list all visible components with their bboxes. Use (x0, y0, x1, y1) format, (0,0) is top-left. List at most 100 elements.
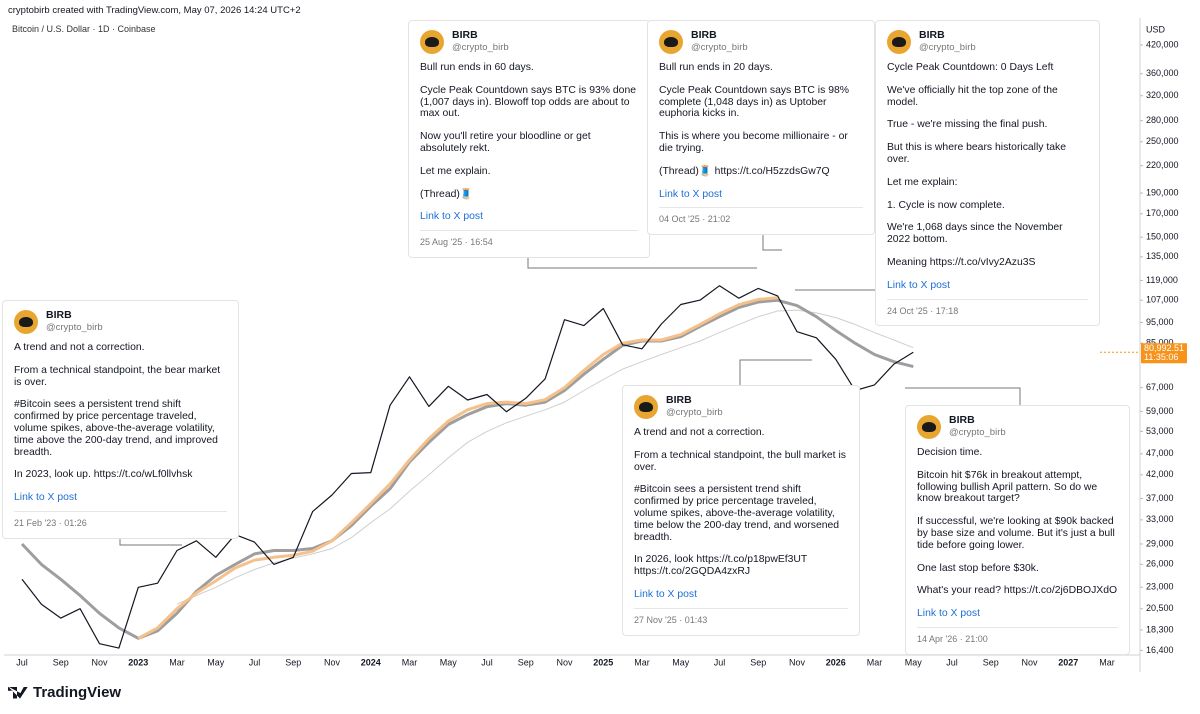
x-tick-label: 2027 (1058, 657, 1078, 667)
connector (905, 387, 1021, 405)
avatar (659, 30, 683, 54)
x-tick-label: Nov (1021, 657, 1038, 667)
post-link[interactable]: Link to X post (917, 608, 980, 620)
countdown: 11:35:06 (1144, 352, 1178, 362)
tweet-text: What's your read? https://t.co/2j6DBOJXd… (917, 585, 1118, 597)
price-box (1141, 343, 1187, 364)
tweet-card: BIRB @crypto_birb A trend and not a correc… (2, 300, 239, 539)
price-line (137, 296, 778, 640)
x-tick-label: 2023 (128, 657, 148, 667)
tweet-text: Bull run ends in 20 days. (659, 62, 773, 73)
timestamp: 14 Apr '26 · 21:00 (917, 626, 1118, 646)
author-name: BIRB (691, 29, 717, 42)
author-handle: @crypto_birb (919, 42, 976, 53)
y-tick-label: 150,000 (1146, 232, 1179, 242)
tweet-text: Cycle Peak Countdown says BTC is 98% com… (659, 84, 849, 120)
x-tick-label: Mar (634, 657, 650, 667)
x-tick-label: 2025 (593, 657, 613, 667)
card-header: BIRB @crypto_birb (634, 394, 848, 419)
x-tick-label: May (207, 657, 225, 667)
y-tick-label: 360,000 (1146, 68, 1179, 78)
connector (762, 228, 782, 251)
tweet-text: Bitcoin hit $76k in breakout attempt, fo… (917, 469, 1098, 505)
post-link[interactable]: Link to X post (887, 279, 950, 291)
tweet-text: Cycle Peak Countdown: 0 Days Left (887, 62, 1054, 73)
x-tick-label: May (672, 657, 690, 667)
x-tick-label: Jul (481, 657, 493, 667)
y-tick-label: 250,000 (1146, 136, 1179, 146)
x-tick-label: Sep (53, 657, 69, 667)
x-tick-label: Jul (946, 657, 958, 667)
tweet-text: Let me explain: (887, 176, 958, 188)
tweet-text: A trend and not a correction. (14, 342, 145, 353)
author: BIRB @crypto_birb (919, 29, 976, 54)
tweet-text: 1. Cycle is now complete. (887, 199, 1005, 211)
y-tick-label: 53,000 (1146, 426, 1174, 436)
card-header: BIRB @crypto_birb (887, 29, 1088, 54)
y-tick-label: 20,500 (1146, 603, 1174, 613)
y-tick-label: 37,000 (1146, 493, 1174, 503)
tweet-text: Decision time. (917, 447, 983, 458)
logo (8, 686, 28, 699)
x-tick-label: May (440, 657, 458, 667)
tweet-text: From a technical standpoint, the bull ma… (634, 449, 846, 473)
timestamp: 24 Oct '25 · 17:18 (887, 298, 1088, 318)
x-tick-label: Jul (714, 657, 726, 667)
x-tick-label: Sep (983, 657, 999, 667)
avatar (634, 395, 658, 419)
tweet-text: But this is where bears historically tak… (887, 142, 1067, 165)
author-handle: @crypto_birb (666, 407, 723, 418)
tweet-text: #Bitcoin sees a persistent trend shift c… (14, 399, 218, 458)
tweet-text: Now you'll retire your bloodline or get … (420, 131, 591, 154)
tweet-card: BIRB @crypto_birb Bull run ends in 60 days… (408, 20, 650, 258)
tweet-text: We've officially hit the top zone of the… (887, 84, 1058, 108)
axis-label: USD (1146, 24, 1166, 34)
tweet-text: Let me explain. (420, 165, 491, 177)
y-tick-label: 320,000 (1146, 90, 1179, 100)
tweet-text: True - we're missing the final push. (887, 119, 1048, 131)
author-handle: @crypto_birb (452, 42, 509, 53)
post-link[interactable]: Link to X post (659, 188, 722, 200)
tweet-card: BIRB @crypto_birb A trend and not a correc… (622, 385, 860, 636)
price-label: 80,992.51 (1144, 343, 1184, 353)
y-tick-label: 26,000 (1146, 559, 1174, 569)
y-tick-label: 190,000 (1146, 187, 1179, 197)
x-tick-label: Sep (518, 657, 534, 667)
tweet-text: If successful, we're looking at $90k bac… (917, 516, 1115, 551)
y-tick-label: 220,000 (1146, 160, 1179, 170)
y-tick-label: 42,000 (1146, 469, 1174, 479)
author-name: BIRB (919, 29, 945, 42)
card-header: BIRB @crypto_birb (917, 414, 1118, 439)
y-tick-label: 59,000 (1146, 406, 1174, 416)
author: BIRB @crypto_birb (691, 29, 748, 54)
card-header: BIRB @crypto_birb (14, 309, 227, 334)
y-tick-label: 119,000 (1146, 275, 1178, 285)
author-handle: @crypto_birb (949, 427, 1006, 438)
footer: TradingView (8, 684, 121, 701)
y-tick-label: 95,000 (1146, 317, 1174, 327)
connector (739, 359, 812, 385)
tweet-card: BIRB @crypto_birb Bull run ends in 20 days… (647, 20, 875, 236)
post-link[interactable]: Link to X post (14, 492, 77, 504)
author-name: BIRB (949, 414, 975, 427)
tweet-text: Bull run ends in 60 days. (420, 62, 534, 73)
x-tick-label: Jul (16, 657, 28, 667)
post-link[interactable]: Link to X post (634, 588, 697, 600)
price-line (176, 309, 914, 605)
y-tick-label: 85,000 (1146, 338, 1174, 348)
x-tick-label: Mar (867, 657, 883, 667)
author: BIRB @crypto_birb (949, 414, 1006, 439)
tweet-text: #Bitcoin sees a persistent trend shift c… (634, 484, 840, 543)
avatar (917, 415, 941, 439)
y-tick-label: 170,000 (1146, 208, 1179, 218)
author: BIRB @crypto_birb (46, 309, 103, 334)
x-tick-label: May (905, 657, 923, 667)
author-name: BIRB (46, 309, 72, 322)
y-tick-label: 18,300 (1146, 624, 1174, 634)
x-tick-label: Nov (789, 657, 806, 667)
author: BIRB @crypto_birb (666, 394, 723, 419)
post-link[interactable]: Link to X post (420, 211, 483, 223)
timestamp: 21 Feb '23 · 01:26 (14, 510, 227, 530)
